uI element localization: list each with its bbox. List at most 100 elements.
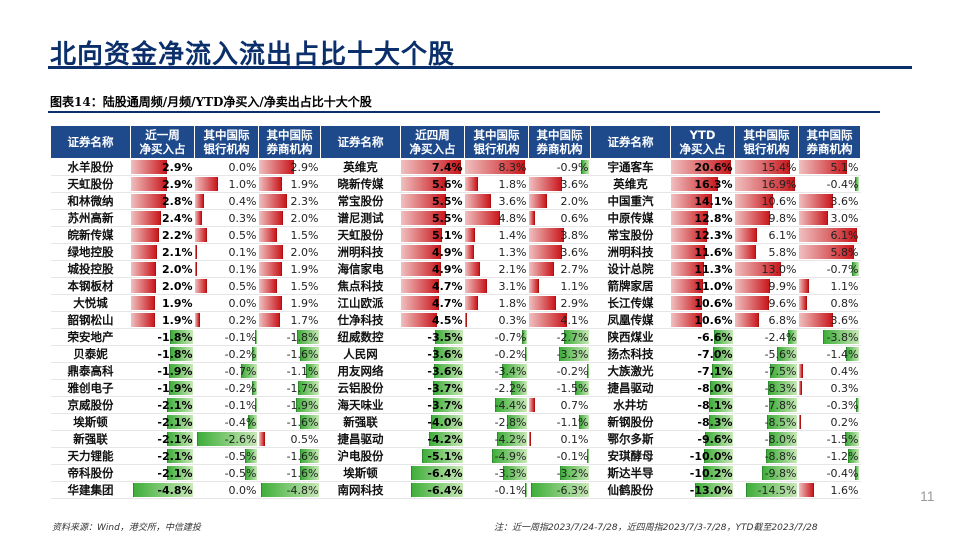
value-cell: -0.5% [194,464,259,482]
table-row: 城投控股 2.0% 0.1% 1.9% 海信家电 4.9% 2.1% 2.7% 设计总院 11.3… [50,260,861,278]
value-label: -2.1% [157,399,193,412]
value-cell: 1.3% [464,243,529,261]
period-note: 注：近一周指2023/7/24-7/28，近四周指2023/7/3-7/28，Y… [494,523,818,533]
data-bar [491,449,527,463]
value-cell: -10.0% [670,447,735,465]
value-cell: 3.0% [798,209,861,227]
value-cell: -0.5% [194,447,259,465]
value-label: -3.3% [494,467,527,480]
value-label: 0.1% [228,246,257,259]
stock-name-cell: 常宝股份 [590,226,671,244]
value-label: 0.0% [228,484,257,497]
data-bar [798,160,847,174]
value-cell: 4.1% [528,311,591,329]
data-bar [580,160,589,174]
data-bar [428,432,463,446]
stock-name-cell: 雅创电子 [50,379,131,397]
value-cell: 5.6% [400,175,465,193]
data-bar [169,347,193,361]
value-label: -8.8% [764,450,797,463]
data-bar [464,177,478,191]
data-bar [464,211,500,225]
data-bar [855,398,859,412]
value-label: -3.7% [427,399,463,412]
value-label: -4.2% [427,433,463,446]
stock-name-cell: 用友网络 [320,362,401,380]
stock-name-cell: 谱尼测试 [320,209,401,227]
value-label: 2.7% [560,263,589,276]
data-bar [734,279,770,293]
value-label: 0.3% [228,212,257,225]
value-label: 16.9% [761,178,797,191]
value-label: 4.5% [431,314,463,327]
value-label: 1.9% [161,297,193,310]
value-label: -2.4% [764,331,797,344]
data-bar [258,296,282,310]
value-label: -8.3% [764,382,797,395]
data-bar [670,245,705,259]
data-bar [670,313,702,327]
value-label: 9.9% [768,280,797,293]
value-label: 2.9% [161,178,193,191]
value-cell: 0.0% [194,481,259,499]
stock-name-cell: 常宝股份 [320,192,401,210]
value-label: 0.2% [228,314,257,327]
data-bar [296,330,319,344]
data-bar [400,194,446,208]
stock-name-cell: 埃斯顿 [320,464,401,482]
value-label: 2.8% [161,195,193,208]
value-cell: 11.3% [670,260,735,278]
value-cell: 13.0% [734,260,799,278]
value-label: -8.0% [764,433,797,446]
value-cell: 0.2% [798,413,861,431]
value-label: 2.4% [161,212,193,225]
value-cell: -7.8% [734,396,799,414]
value-label: 2.2% [161,229,193,242]
value-cell: 1.8% [464,294,529,312]
value-label: -0.4% [224,416,257,429]
value-cell: 5.1% [798,158,861,176]
value-cell: -8.3% [670,413,735,431]
data-bar [494,398,527,412]
value-cell: -5.6% [734,345,799,363]
data-bar [132,483,193,497]
data-bar [258,194,287,208]
value-cell: -3.4% [464,362,529,380]
page-number: 11 [920,488,935,504]
data-bar [734,160,790,174]
value-label: -0.3% [826,399,859,412]
data-bar [434,330,463,344]
value-cell: -1.8% [130,345,195,363]
stock-name-cell: 洲明科技 [590,243,671,261]
data-bar [258,279,277,293]
value-label: -9.8% [764,467,797,480]
value-cell: -0.3% [798,396,861,414]
value-cell: -1.8% [258,328,321,346]
stock-name-cell: 中国重汽 [590,192,671,210]
stock-name-cell: 英维克 [590,175,671,193]
value-label: -3.3% [556,348,589,361]
value-cell: 0.1% [194,243,259,261]
data-bar [502,466,527,480]
data-bar [524,347,527,361]
value-label: 12.8% [694,212,733,225]
stock-name-cell: 水羊股份 [50,158,131,176]
data-bar [400,279,439,293]
data-bar [258,160,294,174]
data-bar [761,466,797,480]
stock-name-cell: 大族激光 [590,362,671,380]
value-label: -3.6% [427,348,463,361]
column-header-line: YTD [689,128,716,142]
data-bar [734,228,757,242]
value-label: 0.1% [560,433,589,446]
value-label: 3.6% [560,178,589,191]
stock-name-cell: 晓新传媒 [320,175,401,193]
value-label: -1.8% [157,331,193,344]
value-label: -2.6% [224,433,257,446]
value-cell: -1.9% [258,396,321,414]
stock-name-cell: 新强联 [320,413,401,431]
value-label: 0.4% [228,195,257,208]
value-cell: -1.2% [798,447,861,465]
data-bar [464,245,474,259]
value-label: 6.1% [830,229,859,242]
